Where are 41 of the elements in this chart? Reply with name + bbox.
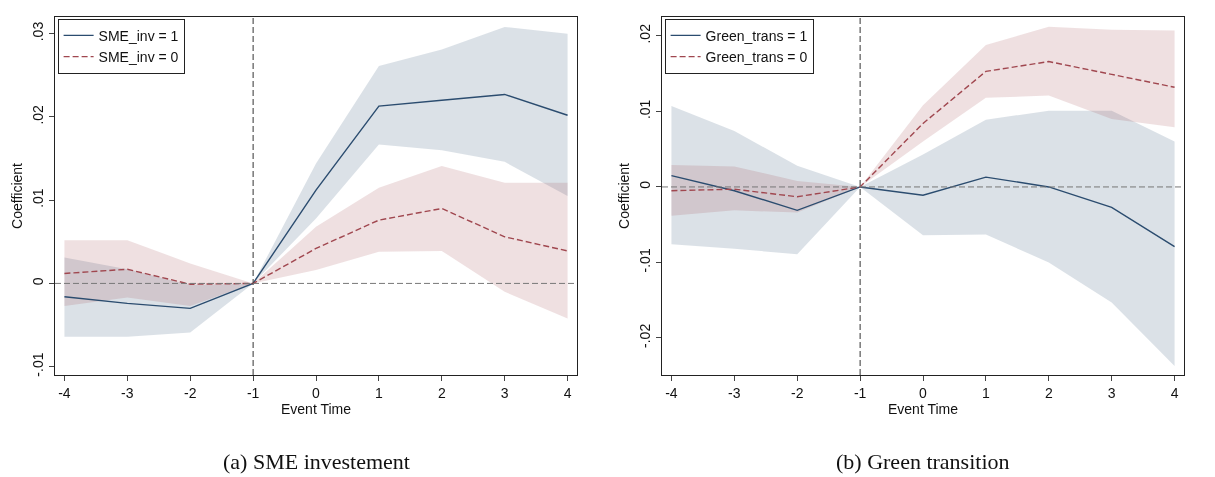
- x-tick-label: 4: [1170, 384, 1179, 401]
- y-tick-label: .02: [30, 104, 47, 125]
- y-axis-title: Coefficient: [616, 162, 632, 229]
- y-tick-label: -.02: [637, 323, 654, 348]
- x-tick-label: 3: [500, 384, 509, 401]
- legend-label: Green_trans = 1: [705, 27, 808, 44]
- y-tick-label: -.01: [30, 352, 47, 377]
- x-tick-label: -1: [246, 384, 260, 401]
- x-tick-label: -2: [183, 384, 197, 401]
- y-tick-label: 0: [30, 277, 47, 286]
- x-tick-label: 2: [1044, 384, 1053, 401]
- y-tick-label: -.01: [637, 248, 654, 273]
- line-series: [63, 207, 569, 285]
- x-tick-label: -2: [790, 384, 804, 401]
- x-tick-label: 2: [437, 384, 446, 401]
- x-tick-label: -1: [853, 384, 867, 401]
- legend-label: SME_inv = 1: [98, 27, 179, 44]
- x-tick-label: 1: [981, 384, 990, 401]
- x-tick-label: 1: [374, 384, 383, 401]
- text: (a) SME investement: [223, 449, 410, 474]
- y-axis-title: Coefficient: [9, 162, 25, 229]
- x-tick-label: 0: [312, 384, 321, 401]
- text: (b) Green transition: [836, 449, 1010, 474]
- y-tick-label: .02: [637, 23, 654, 44]
- y-tick-label: .01: [637, 99, 654, 120]
- x-tick-label: 3: [1107, 384, 1116, 401]
- x-axis-title: Event Time: [887, 400, 959, 417]
- y-tick-label: .03: [30, 21, 47, 42]
- y-tick-label: .01: [30, 188, 47, 208]
- x-tick-label: -3: [728, 384, 741, 401]
- x-tick-label: -3: [121, 384, 134, 401]
- x-tick-label: -4: [665, 384, 678, 401]
- x-axis-title: Event Time: [280, 400, 352, 417]
- line-series: [670, 174, 1176, 248]
- line-series: [63, 93, 569, 310]
- x-tick-label: -4: [58, 384, 71, 401]
- legend-label: SME_inv = 0: [98, 49, 179, 66]
- y-tick-label: 0: [637, 180, 654, 189]
- x-tick-label: 4: [563, 384, 572, 401]
- legend-label: Green_trans = 0: [705, 49, 808, 66]
- x-tick-label: 0: [919, 384, 928, 401]
